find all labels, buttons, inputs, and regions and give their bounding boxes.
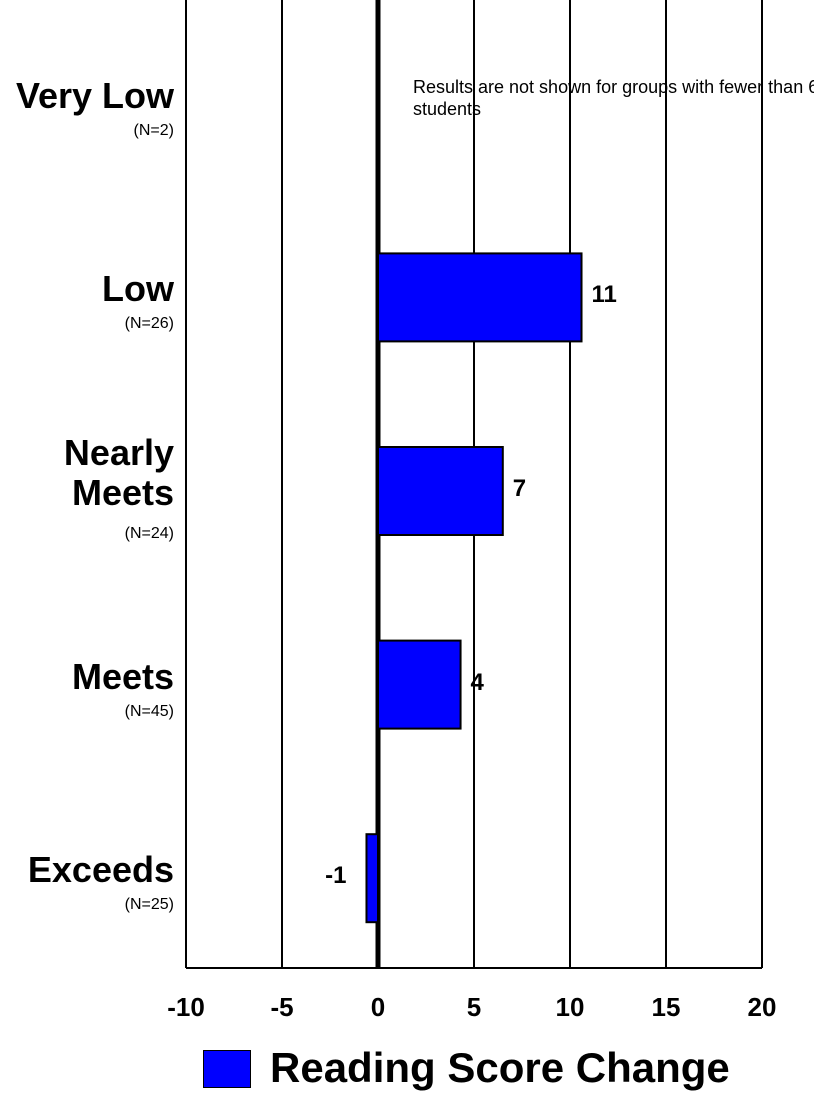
category-label: Nearly Meets (63, 432, 174, 513)
bar (365, 833, 380, 924)
category-count: (N=25) (124, 896, 174, 914)
bar (377, 639, 462, 730)
bar (377, 446, 504, 536)
data-label: -1 (325, 862, 347, 890)
category-count: (N=24) (124, 525, 174, 542)
category-label: Exceeds (27, 849, 174, 891)
data-label: 11 (591, 281, 617, 309)
x-tick-label: -10 (167, 992, 205, 1022)
bar (377, 252, 583, 343)
category-label: Very Low (15, 74, 174, 116)
category-count: (N=26) (124, 315, 174, 333)
legend-swatch (203, 1050, 251, 1088)
x-tick-label: 0 (370, 992, 386, 1022)
data-label: 7 (512, 475, 527, 502)
category-count: (N=2) (133, 121, 174, 139)
x-tick-label: 15 (651, 992, 681, 1022)
legend-label: Reading Score Change (270, 1044, 730, 1091)
category-count: (N=45) (124, 702, 174, 720)
data-label: 4 (470, 668, 484, 696)
category-label: Low (102, 268, 174, 310)
x-tick-label: 10 (555, 992, 585, 1022)
x-tick-label: -5 (270, 992, 294, 1022)
x-tick-label: 20 (747, 992, 777, 1022)
category-label: Meets (71, 655, 174, 697)
x-tick-label: 5 (466, 992, 482, 1022)
chart-note: Results are not shown for groups with fe… (413, 77, 814, 119)
